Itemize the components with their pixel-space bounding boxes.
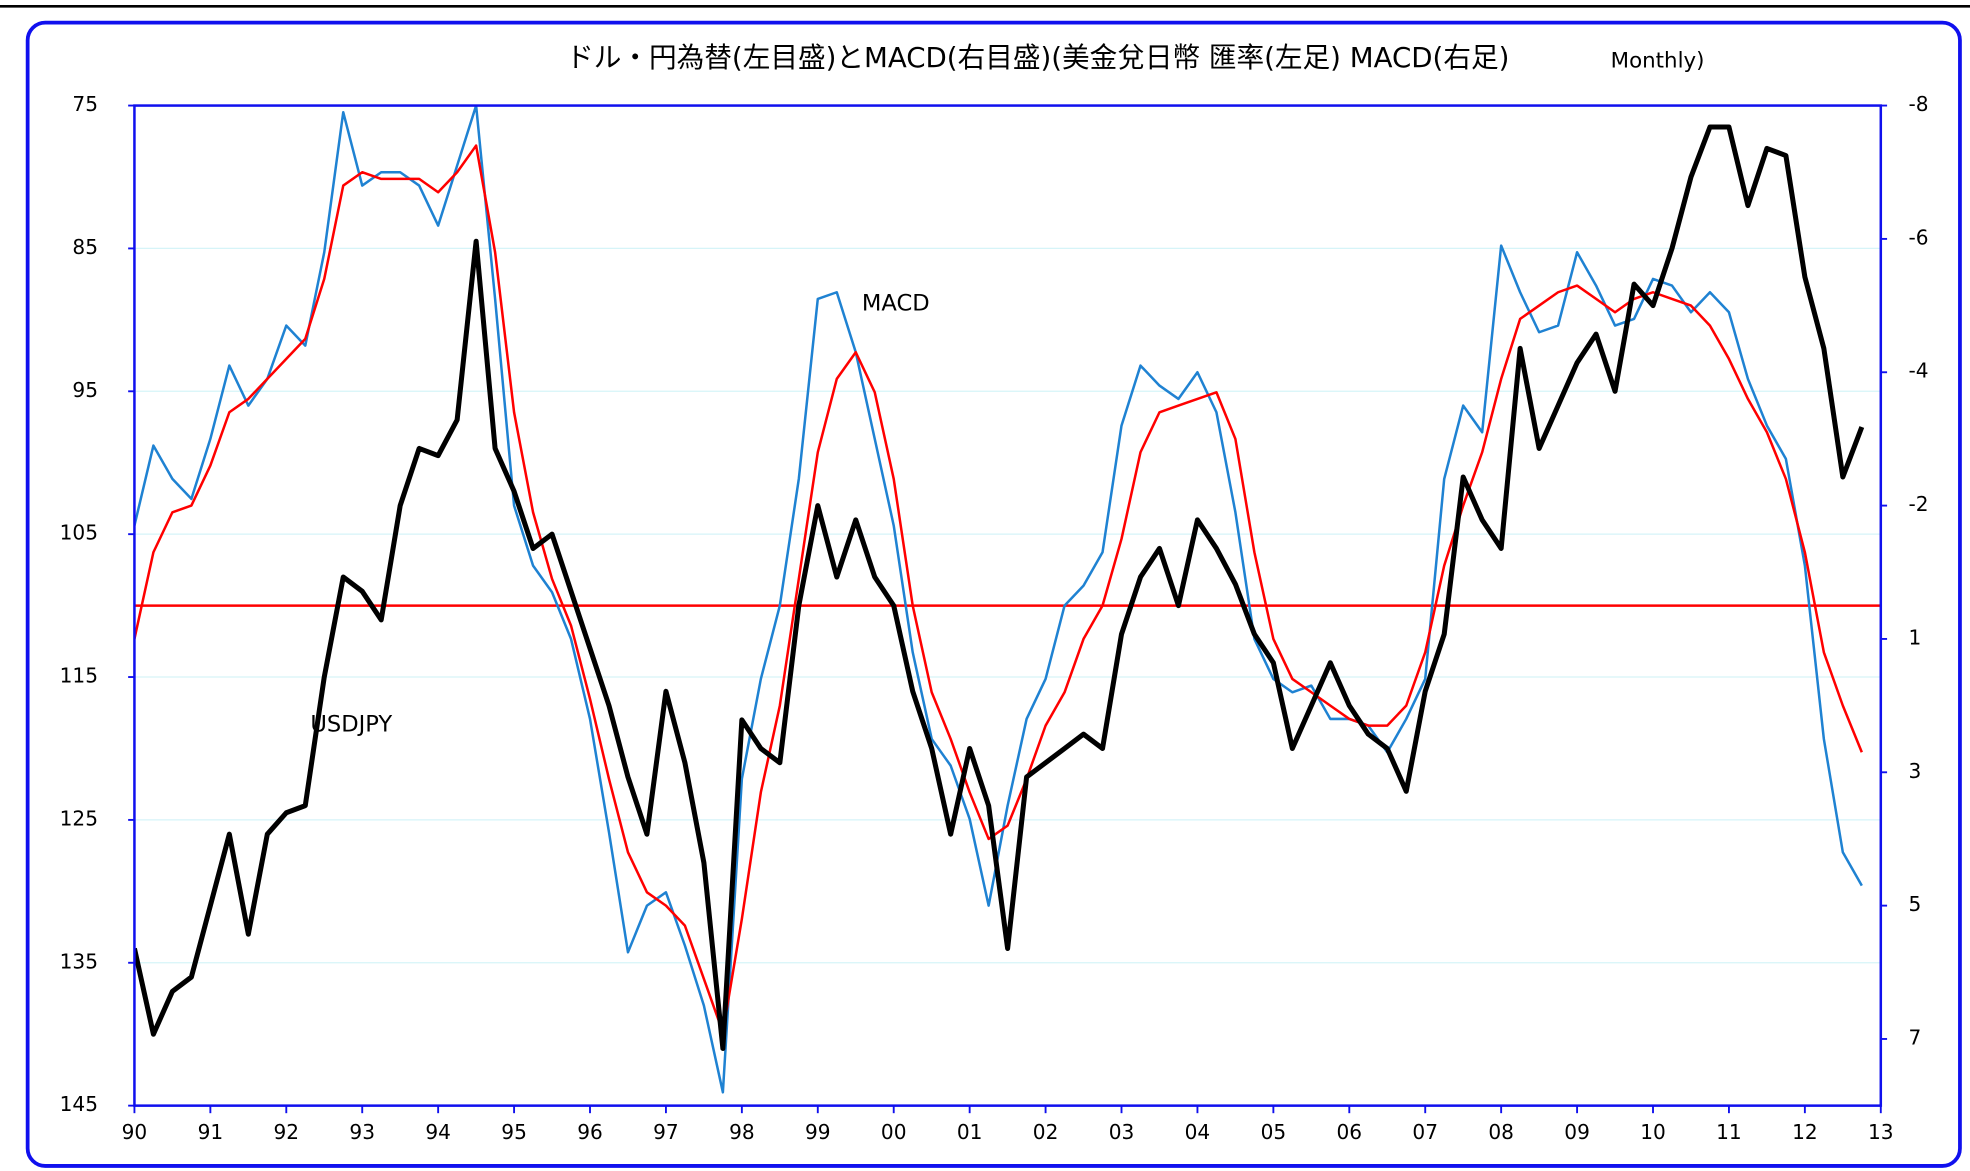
x-tick-label: 12 — [1792, 1120, 1818, 1144]
x-tick-label: 08 — [1488, 1120, 1514, 1144]
y-tick-label: 95 — [72, 378, 98, 402]
chart-subtitle: Monthly) — [1611, 49, 1705, 74]
y-tick-label: 115 — [60, 664, 98, 688]
x-tick-label: 07 — [1412, 1120, 1438, 1144]
x-tick-label: 91 — [198, 1120, 224, 1144]
x-tick-label: 09 — [1564, 1120, 1590, 1144]
x-tick-label: 04 — [1185, 1120, 1211, 1144]
x-tick-label: 06 — [1337, 1120, 1363, 1144]
x-tick-label: 03 — [1109, 1120, 1135, 1144]
x-tick-label: 98 — [729, 1120, 755, 1144]
x-tick-label: 01 — [957, 1120, 983, 1144]
x-tick-label: 94 — [425, 1120, 451, 1144]
y2-tick-label: -4 — [1908, 359, 1928, 383]
y-tick-label: 135 — [60, 949, 98, 973]
series-label: MACD — [862, 291, 930, 317]
x-tick-label: 10 — [1640, 1120, 1666, 1144]
y2-tick-label: -2 — [1908, 492, 1928, 516]
x-tick-label: 05 — [1261, 1120, 1287, 1144]
x-tick-label: 93 — [349, 1120, 375, 1144]
series-label: USDJPY — [310, 711, 392, 737]
y2-tick-label: -8 — [1908, 92, 1928, 116]
x-tick-label: 97 — [653, 1120, 679, 1144]
y2-tick-label: 5 — [1908, 892, 1921, 916]
x-tick-label: 11 — [1716, 1120, 1742, 1144]
y-tick-label: 85 — [72, 235, 98, 259]
x-tick-label: 90 — [122, 1120, 148, 1144]
x-tick-label: 92 — [274, 1120, 300, 1144]
plot-border — [133, 104, 1883, 1107]
y-tick-label: 145 — [60, 1092, 98, 1116]
x-tick-label: 00 — [881, 1120, 907, 1144]
x-tick-label: 13 — [1868, 1120, 1894, 1144]
chart-title: ドル・円為替(左目盛)とMACD(右目盛)(美金兌日幣 匯率(左足) MACD(… — [566, 41, 1509, 74]
y2-tick-label: -6 — [1908, 225, 1928, 249]
series-line — [134, 105, 1863, 1094]
x-tick-label: 99 — [805, 1120, 831, 1144]
y2-tick-label: 7 — [1908, 1025, 1921, 1049]
x-tick-label: 96 — [577, 1120, 603, 1144]
y-tick-label: 125 — [60, 806, 98, 830]
y2-tick-label: 3 — [1908, 759, 1921, 783]
series-line — [134, 144, 1863, 1034]
x-tick-label: 02 — [1033, 1120, 1059, 1144]
y2-tick-label: 1 — [1908, 625, 1921, 649]
series-line — [134, 124, 1865, 1052]
x-tick-label: 95 — [501, 1120, 527, 1144]
y-tick-label: 75 — [72, 92, 98, 116]
frame — [25, 20, 1962, 1168]
y-tick-label: 105 — [60, 521, 98, 545]
